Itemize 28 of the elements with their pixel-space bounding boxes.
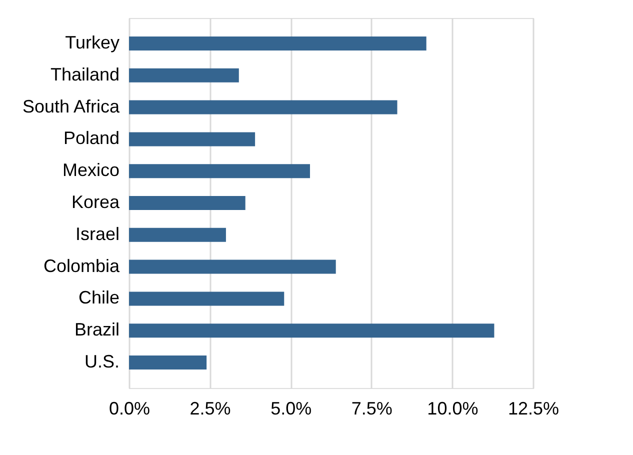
x-tick-label: 12.5% bbox=[508, 398, 560, 418]
x-tick-label: 7.5% bbox=[351, 398, 392, 418]
y-tick-label: Colombia bbox=[43, 256, 120, 276]
bar bbox=[129, 260, 336, 274]
x-tick-label: 2.5% bbox=[190, 398, 231, 418]
bar bbox=[129, 292, 284, 306]
bar bbox=[129, 164, 310, 178]
x-tick-label: 0.0% bbox=[108, 398, 150, 418]
y-tick-label: Brazil bbox=[74, 320, 120, 340]
x-tick-label: 10.0% bbox=[427, 398, 478, 418]
y-tick-label: Turkey bbox=[65, 32, 120, 53]
bar bbox=[129, 228, 226, 242]
bar bbox=[129, 355, 207, 370]
bar bbox=[129, 100, 398, 114]
bar bbox=[129, 36, 426, 51]
y-tick-label: Chile bbox=[78, 288, 120, 308]
y-tick-label: Thailand bbox=[50, 64, 120, 84]
y-tick-label: Mexico bbox=[62, 160, 120, 180]
y-tick-label: U.S. bbox=[84, 351, 120, 372]
bar bbox=[129, 196, 246, 210]
y-tick-label: Korea bbox=[71, 192, 120, 212]
bar bbox=[129, 132, 256, 146]
bar bbox=[129, 68, 239, 82]
bar bbox=[129, 324, 494, 338]
y-tick-label: South Africa bbox=[22, 96, 120, 116]
x-tick-label: 5.0% bbox=[270, 398, 312, 418]
y-tick-label: Israel bbox=[75, 224, 120, 244]
y-tick-label: Poland bbox=[63, 128, 120, 148]
